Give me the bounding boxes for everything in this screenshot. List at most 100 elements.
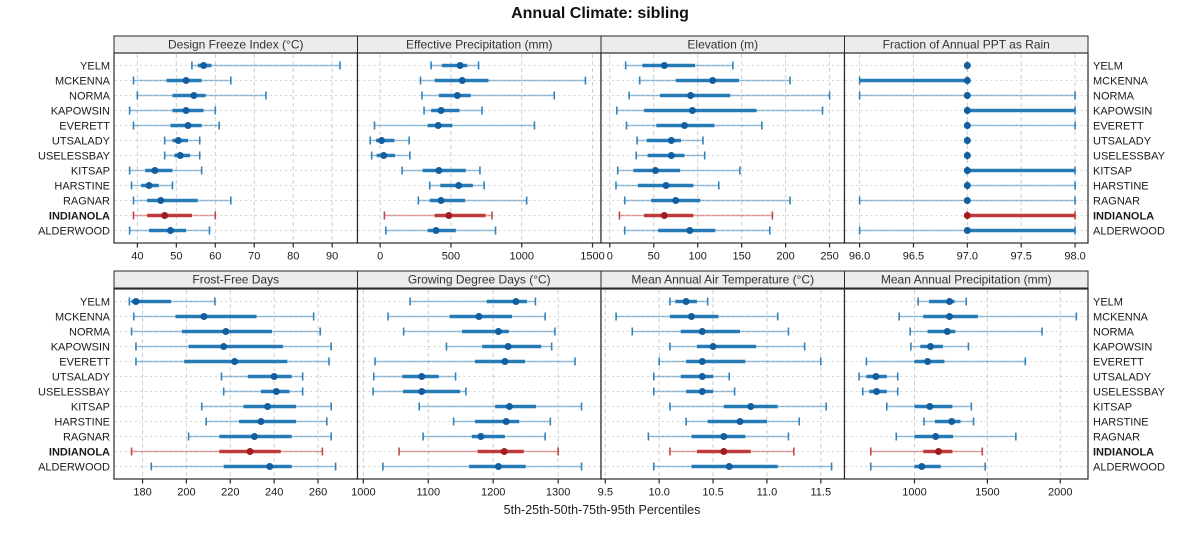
median-dot xyxy=(747,403,755,410)
percentile-row-ragnar xyxy=(858,196,1076,205)
median-dot xyxy=(688,313,696,320)
percentile-row-harstine xyxy=(923,417,975,426)
median-dot xyxy=(220,343,228,350)
station-label-right: USELESSBAY xyxy=(1093,386,1166,398)
median-dot xyxy=(924,358,932,365)
median-dot xyxy=(687,92,695,99)
axis-tick-label: 0 xyxy=(377,251,383,263)
station-label-right: USELESSBAY xyxy=(1093,150,1166,162)
median-dot xyxy=(963,167,971,174)
median-dot xyxy=(246,448,254,455)
panel-title: Design Freeze Index (°C) xyxy=(168,38,304,52)
panel-header xyxy=(844,270,1089,289)
panel-data xyxy=(615,61,831,235)
percentile-row-everett xyxy=(135,357,330,366)
axis-tick-label: 240 xyxy=(265,487,283,499)
panel-growing-degree-days-c: Growing Degree Days (°C) 1000 1100 1200 1300 xyxy=(351,270,602,499)
axis-tick-label: 11.0 xyxy=(757,487,778,499)
station-label-right: NORMA xyxy=(1093,326,1135,338)
axis-tick-label: 180 xyxy=(133,487,151,499)
median-dot xyxy=(477,433,485,440)
station-label-left: NORMA xyxy=(69,326,111,338)
median-dot xyxy=(437,197,445,204)
panel-data xyxy=(372,297,583,471)
percentile-row-everett xyxy=(374,357,576,366)
station-label-left: MCKENNA xyxy=(55,75,111,87)
median-dot xyxy=(963,107,971,114)
axis-tick-label: 150 xyxy=(732,251,750,263)
percentile-row-uselessbay xyxy=(222,387,304,396)
median-dot xyxy=(458,77,466,84)
median-dot xyxy=(231,358,239,365)
median-dot xyxy=(872,373,880,380)
median-dot xyxy=(963,212,971,219)
panel-data xyxy=(128,61,341,235)
axis-tick-label: 50 xyxy=(170,251,182,263)
median-dot xyxy=(250,433,258,440)
station-label-left: KAPOWSIN xyxy=(51,341,110,353)
median-dot xyxy=(662,182,670,189)
median-dot xyxy=(963,77,971,84)
axis-tick-label: 500 xyxy=(442,251,460,263)
panel-mean-annual-precipitation-mm: Mean Annual Precipitation (mm) 1000 1500 20… xyxy=(843,270,1089,499)
station-label-left: USELESSBAY xyxy=(38,150,111,162)
percentile-row-yelm xyxy=(191,61,341,70)
percentile-row-kapowsin xyxy=(910,342,970,351)
station-label-right: HARSTINE xyxy=(1093,180,1149,192)
percentile-row-ragnar xyxy=(187,432,332,441)
axis-tick-label: 1500 xyxy=(975,487,999,499)
percentile-row-utsalady xyxy=(963,136,971,145)
percentile-row-harstine xyxy=(130,181,174,190)
median-dot xyxy=(166,227,174,234)
median-dot xyxy=(418,373,426,380)
percentile-row-alderwood xyxy=(382,462,583,471)
percentile-row-uselessbay xyxy=(652,387,736,396)
median-dot xyxy=(475,313,483,320)
median-dot xyxy=(176,152,184,159)
percentile-row-yelm xyxy=(624,61,734,70)
axis-tick-label: 97.5 xyxy=(1010,251,1031,263)
percentile-row-uselessbay xyxy=(163,151,201,160)
median-dot xyxy=(272,388,280,395)
median-dot xyxy=(418,388,426,395)
station-label-right: EVERETT xyxy=(1093,120,1144,132)
median-dot xyxy=(184,122,192,129)
median-dot xyxy=(264,403,272,410)
percentile-row-harstine xyxy=(205,417,328,426)
station-label-left: YELM xyxy=(80,296,110,308)
station-label-left: HARSTINE xyxy=(54,180,110,192)
median-dot xyxy=(672,197,680,204)
panel-background xyxy=(357,53,601,243)
percentile-row-harstine xyxy=(452,417,552,426)
median-dot xyxy=(963,122,971,129)
median-dot xyxy=(380,152,388,159)
median-dot xyxy=(667,152,675,159)
percentile-row-mckenna xyxy=(132,76,232,85)
percentile-row-yelm xyxy=(669,297,709,306)
axis-tick-label: 70 xyxy=(248,251,260,263)
axis-tick-label: 10.5 xyxy=(702,487,723,499)
median-dot xyxy=(698,388,706,395)
median-dot xyxy=(434,122,442,129)
median-dot xyxy=(698,358,706,365)
panel-title: Elevation (m) xyxy=(687,38,758,52)
panel-frost-free-days: Frost-Free Days 180 200 220 240 260 xyxy=(113,270,359,499)
median-dot xyxy=(720,433,728,440)
percentile-row-norma xyxy=(130,327,322,336)
axis-tick-label: 260 xyxy=(309,487,327,499)
median-dot xyxy=(432,227,440,234)
percentile-row-indianola xyxy=(869,447,984,456)
median-dot xyxy=(182,107,190,114)
percentile-row-ragnar xyxy=(132,196,232,205)
percentile-row-utsalady xyxy=(636,136,704,145)
median-dot xyxy=(698,373,706,380)
station-label-left: KITSAP xyxy=(71,165,110,177)
station-label-right: KAPOWSIN xyxy=(1093,105,1152,117)
panel-data xyxy=(128,297,337,471)
panel-data xyxy=(615,297,833,471)
percentile-row-yelm xyxy=(128,297,216,306)
axis-tick-label: 200 xyxy=(177,487,195,499)
percentile-row-kitsap xyxy=(418,402,583,411)
median-dot xyxy=(200,62,208,69)
